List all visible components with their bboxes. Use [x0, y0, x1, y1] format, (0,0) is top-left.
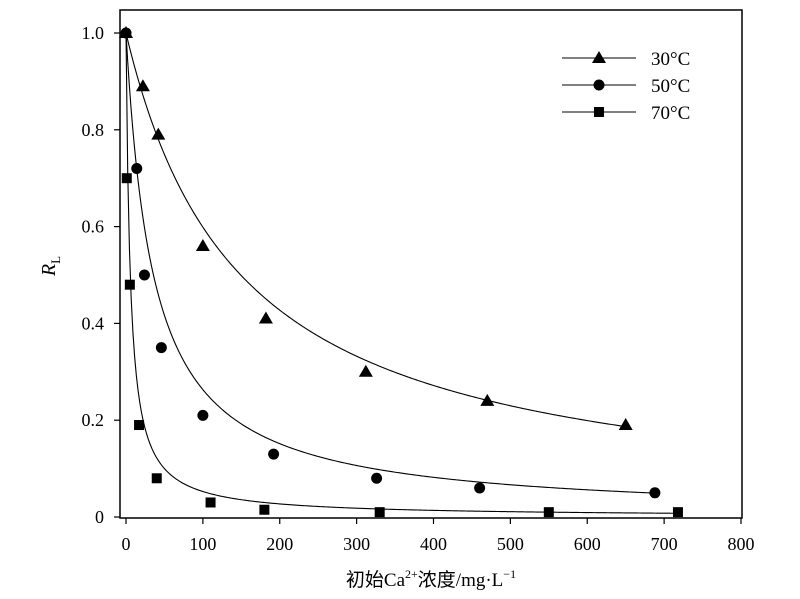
data-point-square [205, 497, 216, 508]
y-tick-label: 0.8 [82, 120, 105, 140]
data-point-square [134, 420, 145, 431]
legend-label: 30°C [651, 49, 690, 70]
x-tick-label: 300 [343, 534, 370, 554]
data-point-triangle [480, 393, 495, 406]
legend: 30°C 50°C 70°C [562, 49, 690, 124]
data-point-triangle [358, 364, 373, 377]
x-tick-label: 700 [651, 534, 678, 554]
legend-entry: 70°C [562, 103, 690, 124]
fit-curve-circle [125, 32, 655, 494]
y-axis: 0 0.2 0.4 0.6 0.8 1.0 [82, 23, 120, 527]
y-tick-label: 0.6 [82, 217, 105, 237]
data-point-triangle [151, 127, 166, 140]
x-tick-label: 600 [574, 534, 601, 554]
data-point-triangle [135, 79, 150, 92]
data-point-square [151, 473, 162, 484]
x-tick-label: 800 [728, 534, 755, 554]
data-point-circle [197, 409, 209, 421]
legend-marker-square [594, 107, 604, 117]
data-point-square [259, 504, 270, 515]
data-point-triangle [618, 418, 633, 431]
legend-label: 50°C [651, 76, 690, 97]
fit-curves [125, 32, 678, 514]
legend-label: 70°C [651, 103, 690, 124]
data-point-square [124, 279, 135, 290]
legend-entry: 30°C [562, 49, 690, 70]
data-point-circle [371, 472, 383, 484]
data-point-circle [120, 27, 132, 39]
data-point-circle [268, 448, 280, 460]
x-axis: 0 100 200 300 400 500 600 700 800 [122, 518, 755, 554]
x-tick-label: 200 [266, 534, 293, 554]
fit-curve-triangle [125, 32, 626, 428]
y-axis-label: RL [38, 256, 63, 277]
legend-marker-triangle [592, 51, 606, 63]
y-tick-label: 1.0 [82, 23, 105, 43]
data-point-triangle [195, 238, 210, 251]
legend-marker-circle [593, 79, 605, 91]
x-tick-label: 0 [122, 534, 131, 554]
data-point-square [121, 173, 132, 184]
data-point-triangle [258, 311, 273, 324]
data-point-square [543, 507, 554, 518]
data-point-circle [138, 269, 150, 281]
x-axis-label: 初始Ca2+浓度/mg·L−1 [346, 567, 516, 591]
x-tick-label: 400 [420, 534, 447, 554]
data-point-square [672, 507, 683, 518]
data-point-circle [649, 487, 661, 499]
plot-frame [119, 9, 743, 519]
y-tick-label: 0 [95, 507, 104, 527]
data-point-circle [131, 163, 143, 175]
legend-entry: 50°C [562, 76, 690, 97]
data-point-square [374, 507, 385, 518]
x-tick-label: 500 [497, 534, 524, 554]
data-markers [119, 26, 683, 518]
data-point-circle [155, 342, 167, 354]
data-point-circle [474, 482, 486, 494]
x-tick-label: 100 [189, 534, 216, 554]
y-tick-label: 0.2 [82, 410, 105, 430]
fit-curve-square [125, 32, 678, 514]
y-tick-label: 0.4 [82, 313, 105, 333]
